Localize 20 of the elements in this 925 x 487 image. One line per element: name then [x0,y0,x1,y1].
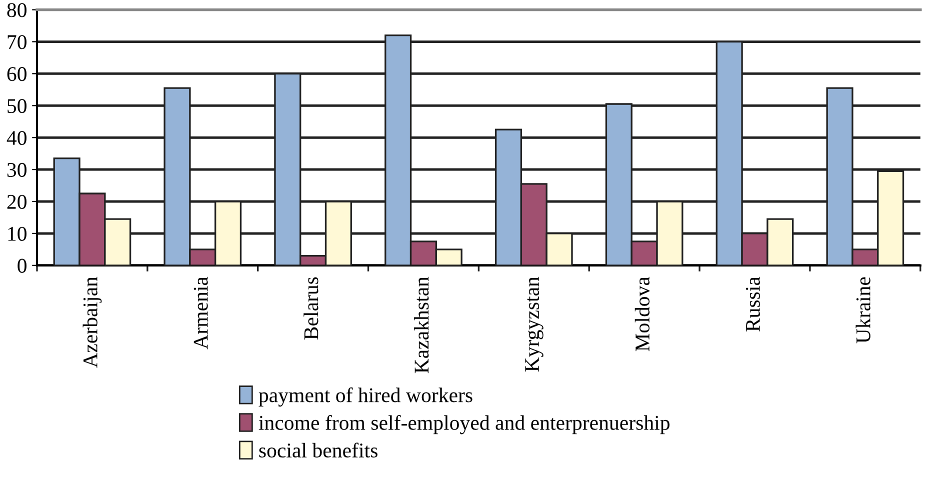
y-tick-label: 80 [7,3,26,18]
x-tick-label: Moldova [634,276,650,352]
y-tick-label: 20 [7,194,26,209]
y-tick-label: 50 [8,98,26,114]
x-tick-label: Azerbaijan [82,276,102,368]
legend-label: payment of hired workers [258,387,472,407]
x-tick-label: Russia [746,276,760,332]
y-tick-label: 60 [7,67,26,82]
y-tick-label: 0 [18,258,26,273]
x-tick-label: Ukraine [856,277,870,344]
legend-label: social benefits [259,442,378,458]
y-tick-label: 10 [8,226,26,241]
y-tick-label: 30 [7,162,26,177]
x-tick-label: Belarus [304,277,318,340]
y-tick-label: 70 [8,35,26,50]
y-tick-label: 40 [6,130,26,146]
x-tick-label: Kyrgyzstan [525,276,544,372]
x-tick-label: Armenia [194,276,208,350]
x-tick-label: Kazakhstan [414,276,429,374]
legend-label: income from self-employed and enterprenuership [258,415,670,434]
